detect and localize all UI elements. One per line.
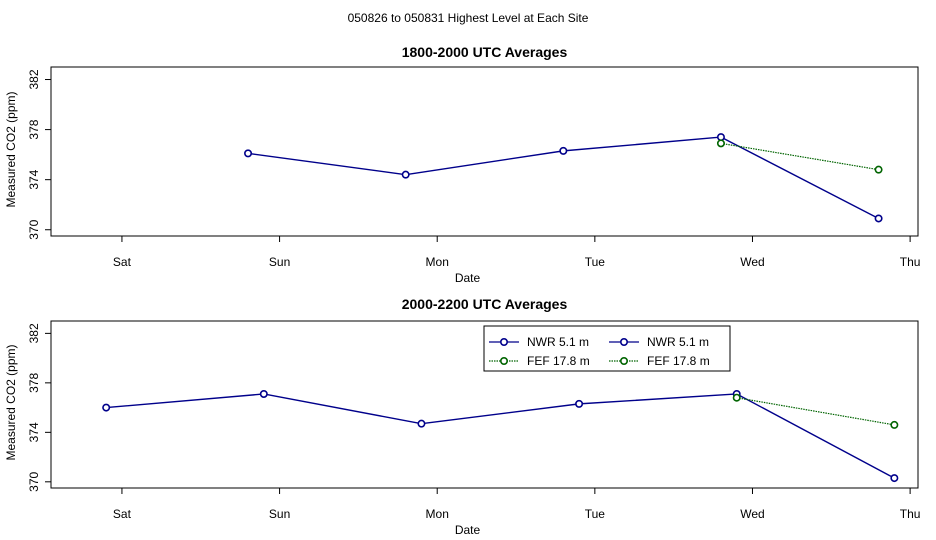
plot-frame [50,66,919,237]
legend-marker [499,356,508,365]
panel-1800-2000: 1800-2000 UTC Averages Sat Sun Mon Tue Wed Thu… [4,44,920,285]
legend-marker [619,337,628,346]
data-point-fef [732,393,741,402]
x-tick-label: Thu [900,255,921,269]
data-point-nwr [102,403,111,412]
x-tick-label: Mon [426,507,449,521]
x-tick-label: Sun [269,255,290,269]
y-tick-label: 370 [27,471,41,491]
x-tick-label: Sat [113,255,132,269]
figure-suptitle: 050826 to 050831 Highest Level at Each S… [348,11,589,25]
x-tick-label: Wed [740,255,764,269]
y-tick-label: 370 [27,219,41,239]
legend-label: FEF 17.8 m [527,354,590,368]
data-point-fef [890,420,899,429]
y-tick-label: 382 [27,69,41,89]
series-line-nwr [106,393,895,479]
data-point-nwr [401,170,410,179]
data-point-fef [716,139,725,148]
x-axis-title: Date [455,523,481,537]
legend-box [483,325,731,372]
series-line-fef [720,142,879,171]
data-point-nwr [244,149,253,158]
x-tick-label: Sun [269,507,290,521]
data-point-fef [874,165,883,174]
y-tick-label: 378 [27,373,41,393]
x-tick-label: Sat [113,507,132,521]
legend-label: FEF 17.8 m [647,354,710,368]
chart-title: 1800-2000 UTC Averages [402,44,568,60]
y-tick-label: 374 [27,422,41,442]
x-tick-label: Tue [585,507,606,521]
legend-label: NWR 5.1 m [647,335,709,349]
x-tick-label: Thu [900,507,921,521]
data-point-nwr [417,419,426,428]
legend-marker [499,337,508,346]
data-point-nwr [874,214,883,223]
y-axis-title: Measured CO2 (ppm) [4,344,18,460]
data-point-nwr [575,399,584,408]
y-tick-label: 378 [27,119,41,139]
legend-marker [619,356,628,365]
panel-2000-2200: 2000-2200 UTC Averages Sat Sun Mon Tue Wed Thu… [4,296,920,537]
data-point-nwr [716,133,725,142]
y-tick-label: 374 [27,169,41,189]
y-axis-title: Measured CO2 (ppm) [4,91,18,207]
legend-label: NWR 5.1 m [527,335,589,349]
x-axis-title: Date [455,271,481,285]
series-line-fef [736,397,895,426]
legend: NWR 5.1 m NWR 5.1 m FEF 17.8 m FEF 17.8 m [483,325,731,372]
x-tick-label: Mon [426,255,449,269]
data-point-nwr [890,474,899,483]
data-point-nwr [559,146,568,155]
chart-title: 2000-2200 UTC Averages [402,296,568,312]
data-point-nwr [259,389,268,398]
x-tick-label: Wed [740,507,764,521]
y-tick-label: 382 [27,323,41,343]
plot-frame [50,320,919,489]
x-tick-label: Tue [585,255,606,269]
